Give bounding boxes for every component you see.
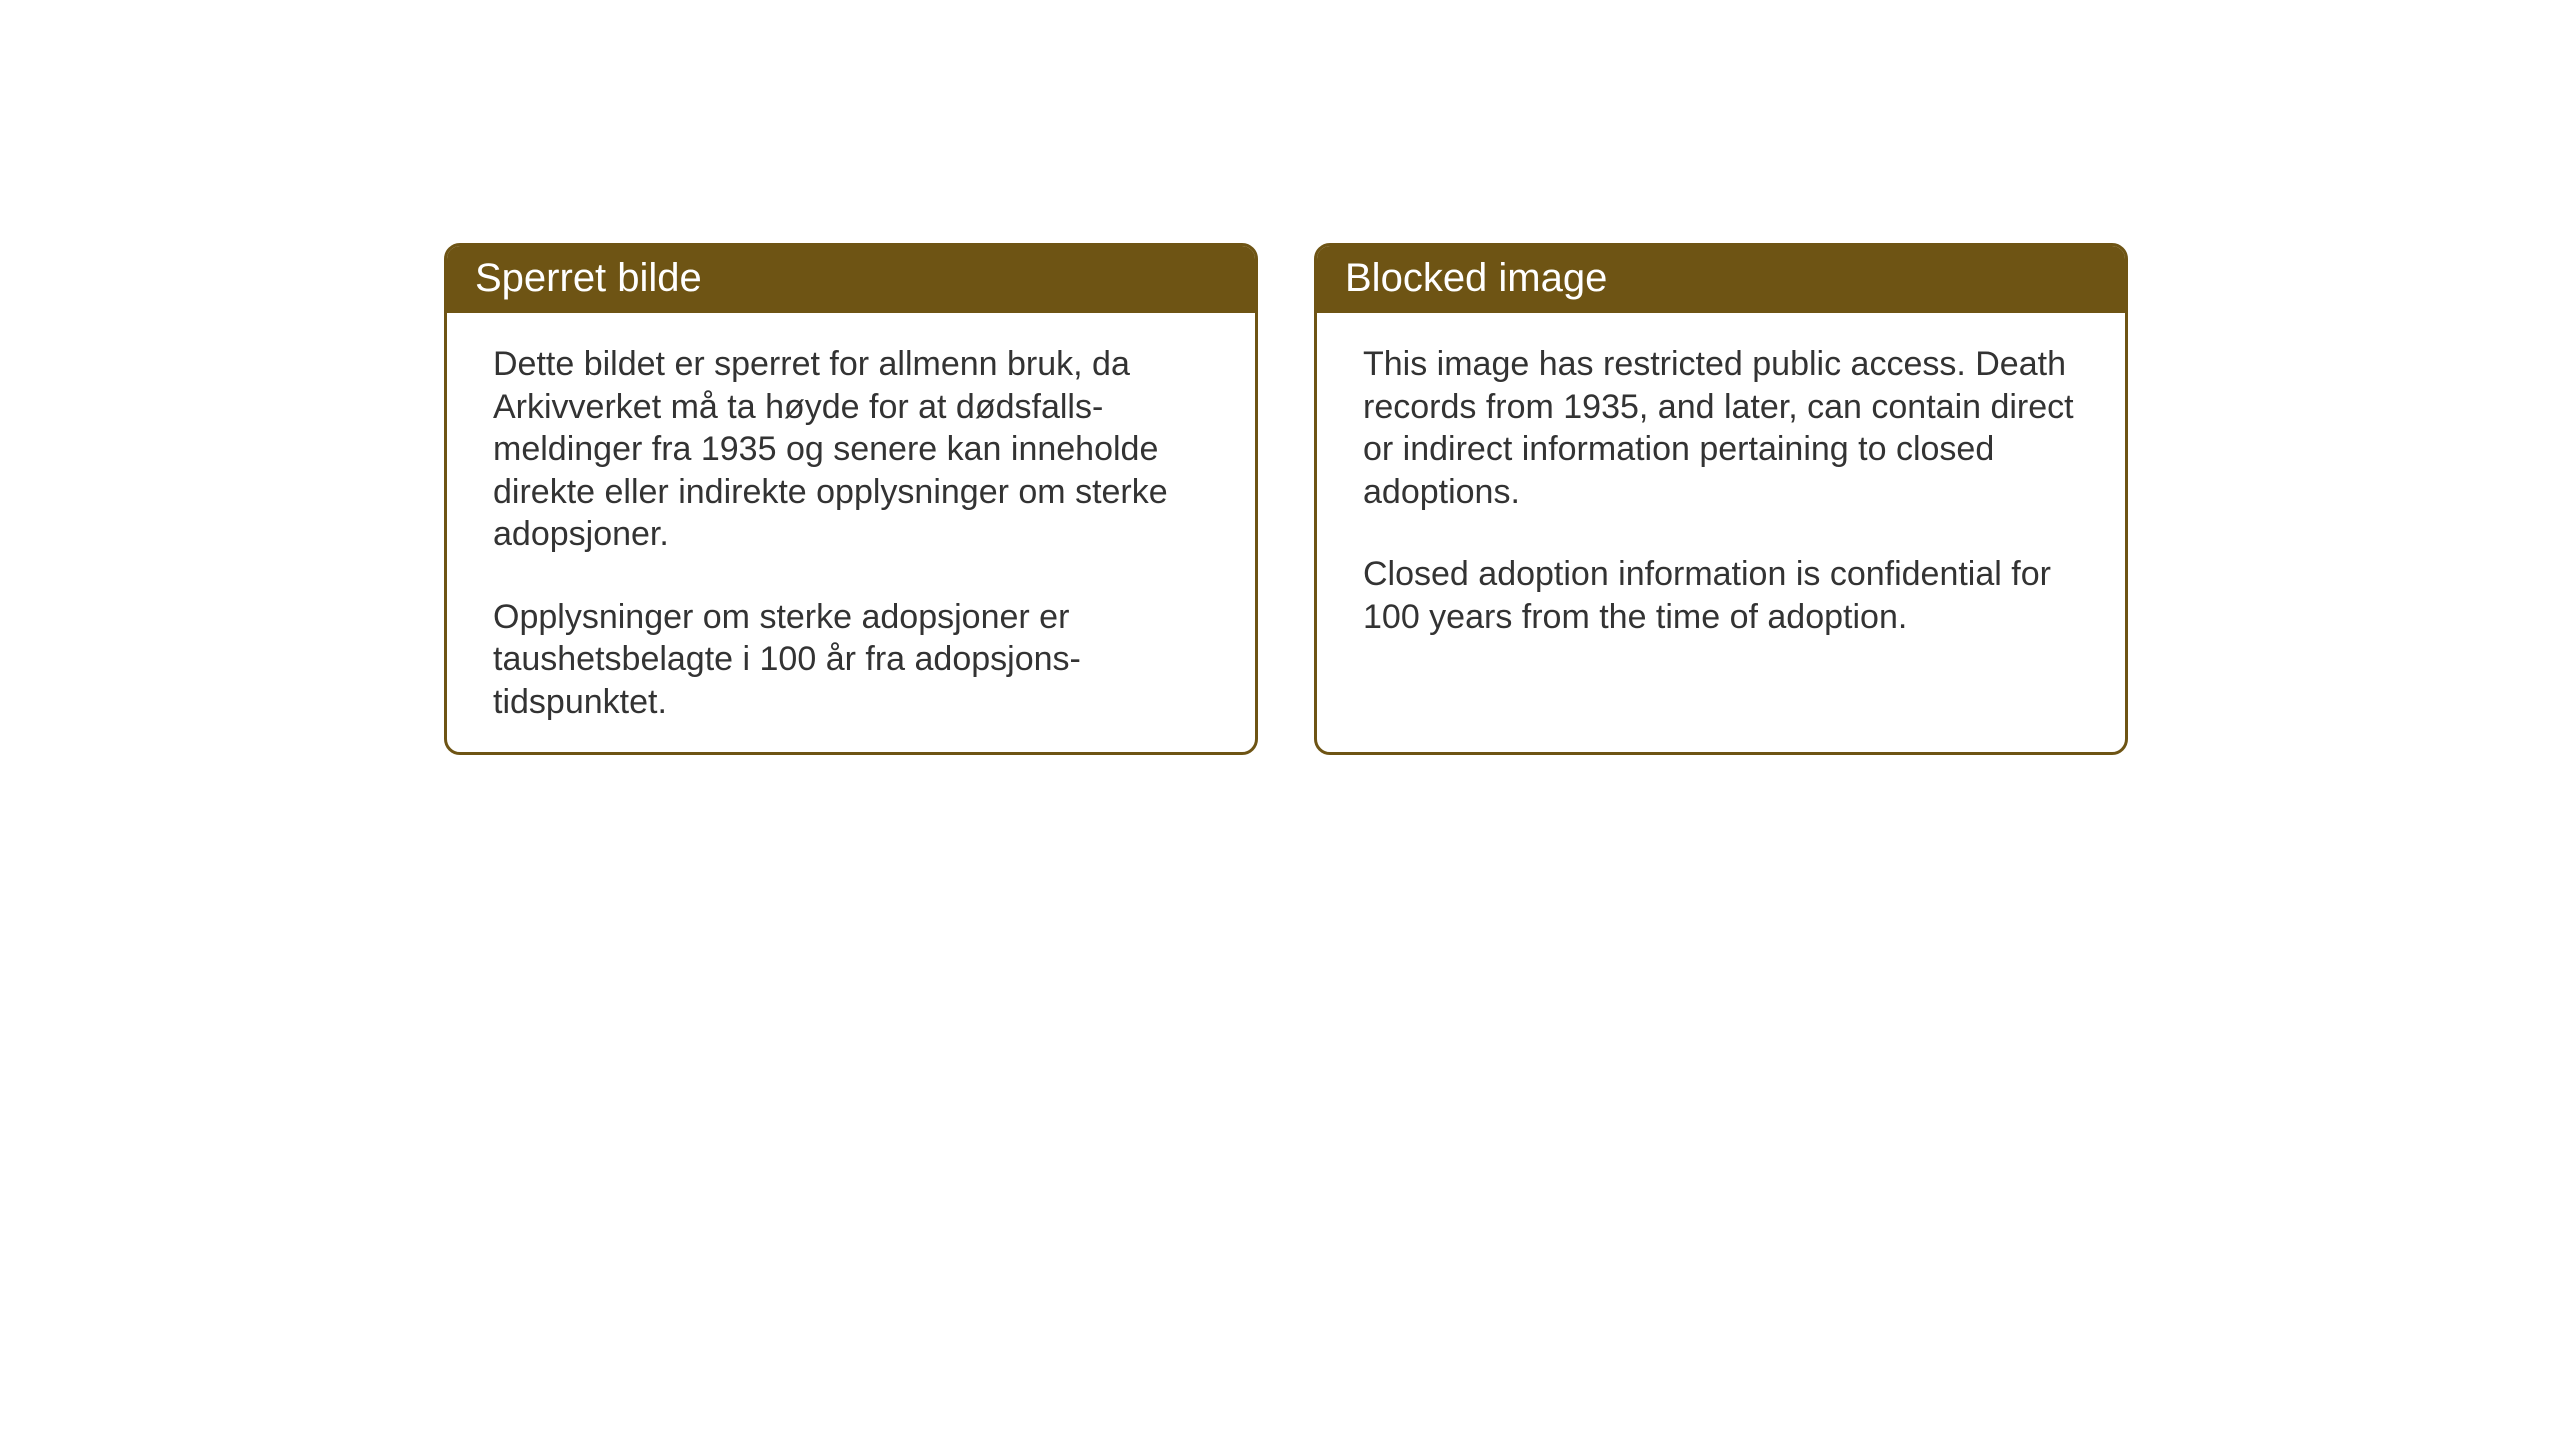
- cards-container: Sperret bilde Dette bildet er sperret fo…: [0, 0, 2560, 755]
- card-body-norwegian: Dette bildet er sperret for allmenn bruk…: [447, 313, 1255, 753]
- card-norwegian: Sperret bilde Dette bildet er sperret fo…: [444, 243, 1258, 755]
- card-para2-norwegian: Opplysninger om sterke adopsjoner er tau…: [493, 596, 1219, 724]
- card-para1-english: This image has restricted public access.…: [1363, 343, 2089, 513]
- card-header-norwegian: Sperret bilde: [447, 246, 1255, 313]
- card-header-english: Blocked image: [1317, 246, 2125, 313]
- card-title-english: Blocked image: [1345, 256, 1607, 300]
- card-english: Blocked image This image has restricted …: [1314, 243, 2128, 755]
- card-title-norwegian: Sperret bilde: [475, 256, 702, 300]
- card-body-english: This image has restricted public access.…: [1317, 313, 2125, 668]
- card-para2-english: Closed adoption information is confident…: [1363, 553, 2089, 638]
- card-para1-norwegian: Dette bildet er sperret for allmenn bruk…: [493, 343, 1219, 556]
